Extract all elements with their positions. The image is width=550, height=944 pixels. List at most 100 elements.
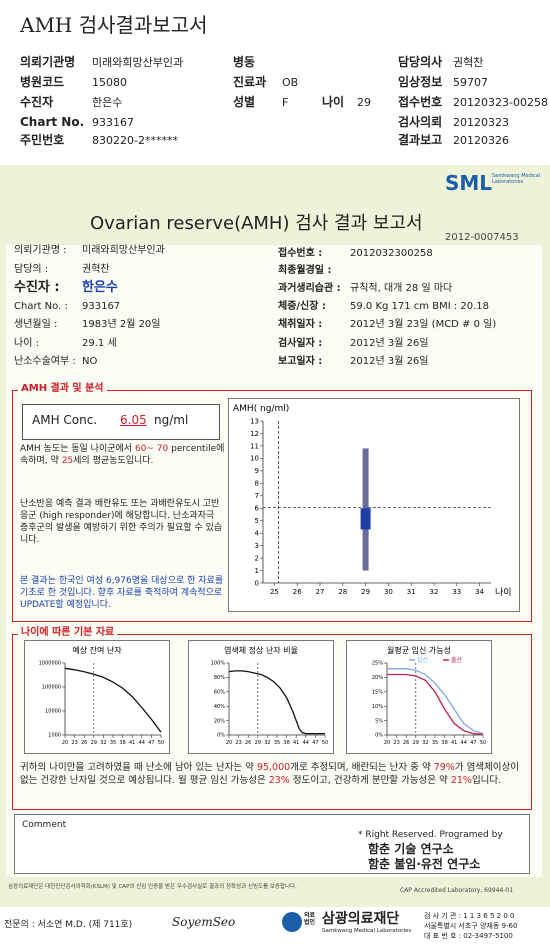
- y-tick-label: 100%: [211, 661, 226, 667]
- credit: * Right Reserved. Programed by: [358, 830, 503, 840]
- y-tick-label: 2: [255, 554, 259, 562]
- field-value: 59.0 Kg 171 cm BMI : 20.18: [350, 301, 490, 312]
- y-tick-label: 6: [255, 505, 260, 513]
- x-tick-label: 47: [312, 740, 318, 746]
- y-tick-label: 0%: [375, 733, 383, 739]
- y-tick-label: 15%: [372, 689, 383, 695]
- org-emblem: [282, 912, 302, 932]
- legend-label: 임신: [417, 656, 428, 664]
- text-segment: 난소반응 예측 결과 배란유도 또는 과배란유도시 고반응군 (high res…: [20, 499, 223, 546]
- chart-title: 예상 잔여 난자: [72, 645, 122, 655]
- y-tick-label: 1: [255, 567, 259, 575]
- y-tick-label: 10%: [372, 704, 383, 710]
- field-value: 1983년 2월 20일: [82, 319, 161, 330]
- logo-sub: Samkwang Medical Laboratories: [492, 173, 541, 185]
- chart-title: 월평균 임신 가능성: [387, 645, 451, 655]
- x-tick-label: 34: [475, 588, 484, 596]
- line: [387, 673, 484, 736]
- x-tick-label: 26: [293, 588, 302, 596]
- x-tick-label: 35: [110, 740, 116, 746]
- field-value: 2012032300258: [350, 248, 433, 259]
- text-segment: 가 염색체이상이 없는 건강한 난자일 것으로 예상됩니다. 월 평균 임신 가…: [20, 762, 520, 786]
- doctor: 전문의 : 서소연 M.D. (제 711호): [4, 920, 133, 930]
- y-tick-label: 20%: [214, 718, 225, 724]
- age-chart: 염색체 정상 난자 비율 0% 20% 40% 60% 80% 100% 20 23 26 29 32…: [188, 640, 334, 754]
- signature: SoyemSeo: [172, 915, 236, 929]
- credit: 함춘 불임·유전 연구소: [368, 857, 481, 871]
- x-tick-label: 50: [158, 740, 164, 746]
- y-tick-label: 7: [255, 492, 259, 500]
- field-label: 진료과: [233, 75, 267, 89]
- org: 삼광의료재단: [322, 911, 400, 927]
- y-tick-label: 5%: [375, 718, 383, 724]
- y-tick-label: 60%: [214, 689, 225, 695]
- field-label: 과거생리습관 :: [278, 283, 341, 294]
- contact: 대 표 번 호 : 02-3497-5100: [424, 932, 513, 940]
- report-title: Ovarian reserve(AMH) 검사 결과 보고서: [90, 213, 423, 234]
- x-tick-label: 20: [384, 740, 390, 746]
- section-title: AMH 결과 및 분석: [18, 383, 107, 395]
- field-label: 나이: [322, 95, 345, 109]
- x-tick-label: 33: [452, 588, 461, 596]
- text-segment: 세의 평균농도입니다.: [73, 456, 154, 467]
- y-tick-label: 0%: [217, 733, 225, 739]
- cap: CAP Accredited Laboratory, 69944-01: [400, 887, 514, 894]
- paragraph: 본 결과는 한국인 여성 6,976명을 대상으로 한 자료를 기초로 한 것입…: [20, 575, 225, 611]
- x-tick-label: 26: [403, 740, 409, 746]
- y-tick-label: 1000: [48, 733, 61, 739]
- x-tick-label: 38: [283, 740, 289, 746]
- line: [228, 670, 325, 735]
- result-label: AMH Conc.: [32, 413, 98, 427]
- result-value: 6.05: [120, 413, 147, 427]
- paragraph: 난소반응 예측 결과 배란유도 또는 과배란유도시 고반응군 (high res…: [20, 498, 225, 547]
- x-tick-label: 32: [422, 740, 428, 746]
- field-label: 접수번호: [398, 95, 443, 109]
- field-label: 보고일자 :: [278, 356, 323, 367]
- y-tick-label: 40%: [214, 704, 225, 710]
- x-tick-label: 32: [264, 740, 270, 746]
- field-value: 20120323: [453, 116, 509, 129]
- x-axis-label: 나이: [495, 587, 512, 598]
- x-tick-label: 35: [432, 740, 438, 746]
- field-label: 생년월일 :: [14, 319, 58, 330]
- line: [64, 667, 162, 733]
- field-value: 29.1 세: [82, 338, 117, 349]
- field-label: 접수번호 :: [278, 248, 323, 259]
- y-tick-label: 9: [255, 467, 259, 475]
- y-tick-label: 1000000: [39, 661, 61, 667]
- x-tick-label: 50: [322, 740, 328, 746]
- x-tick-label: 35: [274, 740, 280, 746]
- x-tick-label: 38: [119, 740, 125, 746]
- x-tick-label: 20: [226, 740, 232, 746]
- field-label: 난소수술여부 :: [14, 356, 76, 367]
- x-tick-label: 31: [407, 588, 416, 596]
- field-value: 2012년 3월 26일: [350, 338, 429, 349]
- field-label: 의뢰기관명: [20, 55, 76, 69]
- result-unit: ng/ml: [154, 413, 189, 427]
- field-label: 주민번호: [20, 133, 65, 147]
- age-chart: 예상 잔여 난자 1000 10000 100000 1000000 20 23 26 29 32…: [24, 640, 170, 754]
- field-label: 채취일자 :: [278, 319, 323, 330]
- field-label: 담당의사: [398, 55, 443, 69]
- field-value: NO: [82, 356, 98, 367]
- report-number: 2012-0007453: [445, 232, 519, 243]
- y-tick-label: 100000: [42, 685, 61, 691]
- field-label: 체중/신장 :: [278, 301, 326, 312]
- text-segment: 79%: [433, 762, 455, 773]
- field-value: 2012년 3월 26일: [350, 356, 429, 367]
- x-tick-label: 32: [100, 740, 106, 746]
- field-label: 병원코드: [20, 75, 65, 89]
- y-tick-label: 3: [255, 542, 259, 550]
- x-tick-label: 27: [316, 588, 325, 596]
- comment-box: [14, 814, 530, 874]
- field-value: F: [282, 96, 289, 109]
- section-box: [12, 390, 532, 622]
- field-value: 830220-2******: [92, 134, 178, 147]
- x-tick-label: 29: [413, 740, 419, 746]
- credit: 함춘 기술 연구소: [368, 842, 454, 856]
- text-segment: percentile에 속하며, 약: [20, 444, 225, 467]
- field-label: 병동: [233, 55, 256, 69]
- field-label: Chart No.: [20, 115, 85, 129]
